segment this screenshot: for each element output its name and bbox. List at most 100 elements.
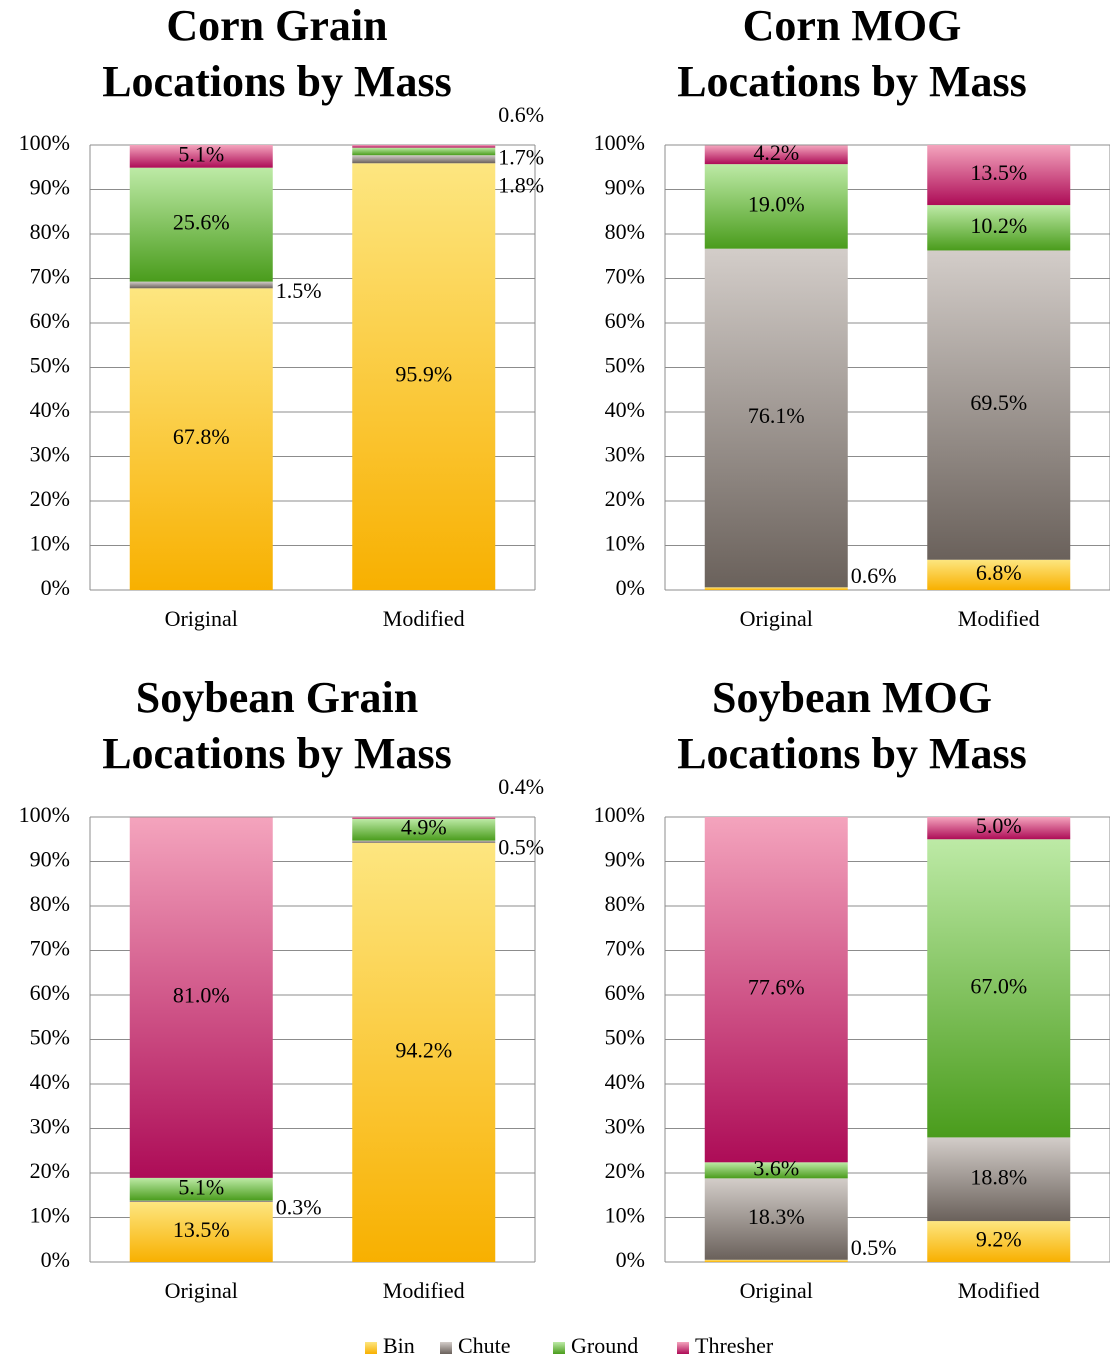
y-tick-label: 90%	[30, 847, 70, 872]
data-label: 69.5%	[970, 390, 1027, 415]
y-tick-label: 90%	[30, 175, 70, 200]
x-tick-label: Modified	[958, 606, 1040, 631]
y-tick-label: 0%	[41, 575, 70, 600]
bar-segment	[704, 1178, 848, 1260]
data-label: 0.3%	[276, 1194, 322, 1219]
y-tick-label: 20%	[605, 486, 645, 511]
bar-segment	[704, 817, 848, 1163]
data-label: 19.0%	[748, 191, 805, 216]
y-tick-label: 10%	[605, 1203, 645, 1228]
bar-segment	[352, 163, 496, 590]
y-tick-label: 80%	[30, 891, 70, 916]
y-tick-label: 50%	[605, 1025, 645, 1050]
x-tick-label: Modified	[383, 606, 465, 631]
y-tick-label: 100%	[19, 130, 70, 155]
data-label: 81.0%	[173, 983, 230, 1008]
y-tick-label: 70%	[30, 264, 70, 289]
y-tick-label: 10%	[30, 531, 70, 556]
data-label: 5.1%	[178, 141, 224, 166]
bar-segment	[129, 167, 273, 282]
data-label: 0.5%	[498, 835, 544, 860]
y-tick-label: 80%	[30, 219, 70, 244]
y-tick-label: 50%	[605, 353, 645, 378]
bar-segment	[352, 817, 496, 819]
y-tick-label: 50%	[30, 1025, 70, 1050]
y-tick-label: 0%	[41, 1247, 70, 1272]
legend-marker	[677, 1342, 689, 1354]
data-label: 6.8%	[976, 560, 1022, 585]
y-tick-label: 100%	[594, 130, 645, 155]
y-tick-label: 0%	[616, 1247, 645, 1272]
chart-title: Soybean Grain	[136, 673, 418, 722]
y-tick-label: 40%	[30, 397, 70, 422]
data-label: 18.8%	[970, 1164, 1027, 1189]
y-tick-label: 50%	[30, 353, 70, 378]
legend-marker	[553, 1342, 565, 1354]
bar-segment	[129, 1177, 273, 1201]
chart-title: Corn MOG	[743, 1, 962, 50]
y-tick-label: 40%	[605, 1069, 645, 1094]
data-label: 1.7%	[498, 144, 544, 169]
x-tick-label: Original	[165, 1278, 238, 1303]
chart-title: Locations by Mass	[102, 57, 452, 106]
bar-segment	[704, 587, 848, 590]
chart-title: Corn Grain	[166, 1, 387, 50]
y-tick-label: 60%	[605, 980, 645, 1005]
data-label: 0.5%	[851, 1235, 897, 1260]
y-tick-label: 100%	[19, 802, 70, 827]
y-tick-label: 70%	[605, 936, 645, 961]
data-label: 76.1%	[748, 403, 805, 428]
data-label: 25.6%	[173, 210, 230, 235]
x-tick-label: Modified	[383, 1278, 465, 1303]
data-label: 95.9%	[395, 362, 452, 387]
y-tick-label: 40%	[30, 1069, 70, 1094]
data-label: 94.2%	[395, 1037, 452, 1062]
x-tick-label: Original	[165, 606, 238, 631]
y-tick-label: 20%	[30, 1158, 70, 1183]
y-tick-label: 100%	[594, 802, 645, 827]
x-tick-label: Original	[740, 1278, 813, 1303]
y-tick-label: 30%	[30, 442, 70, 467]
bar-segment	[129, 1200, 273, 1202]
bar-segment	[352, 840, 496, 843]
y-tick-label: 40%	[605, 397, 645, 422]
bar-segment	[927, 1221, 1071, 1262]
data-label: 0.4%	[498, 774, 544, 799]
bar-segment	[352, 818, 496, 841]
bar-segment	[352, 155, 496, 164]
data-label: 67.0%	[970, 973, 1027, 998]
bar-segment	[352, 147, 496, 156]
y-tick-label: 30%	[30, 1114, 70, 1139]
y-tick-label: 90%	[605, 175, 645, 200]
data-label: 4.9%	[401, 815, 447, 840]
chart-title: Soybean MOG	[712, 673, 992, 722]
y-tick-label: 0%	[616, 575, 645, 600]
y-tick-label: 70%	[30, 936, 70, 961]
data-label: 0.6%	[498, 102, 544, 127]
legend-label: Chute	[458, 1333, 511, 1358]
y-tick-label: 10%	[30, 1203, 70, 1228]
y-tick-label: 20%	[30, 486, 70, 511]
data-label: 13.5%	[970, 160, 1027, 185]
bar-segment	[704, 1162, 848, 1179]
y-tick-label: 70%	[605, 264, 645, 289]
legend-marker	[440, 1342, 452, 1354]
data-label: 3.6%	[753, 1155, 799, 1180]
data-label: 77.6%	[748, 975, 805, 1000]
legend-label: Ground	[571, 1333, 638, 1358]
data-label: 5.0%	[976, 813, 1022, 838]
data-label: 0.6%	[851, 563, 897, 588]
y-tick-label: 60%	[605, 308, 645, 333]
legend-label: Bin	[383, 1333, 415, 1358]
data-label: 9.2%	[976, 1227, 1022, 1252]
data-label: 13.5%	[173, 1217, 230, 1242]
bar-segment	[927, 1137, 1071, 1222]
chart-title: Locations by Mass	[677, 729, 1027, 778]
y-tick-label: 80%	[605, 891, 645, 916]
x-tick-label: Modified	[958, 1278, 1040, 1303]
y-tick-label: 30%	[605, 1114, 645, 1139]
bar-segment	[927, 250, 1071, 560]
bar-segment	[927, 145, 1071, 206]
bar-segment	[704, 248, 848, 588]
